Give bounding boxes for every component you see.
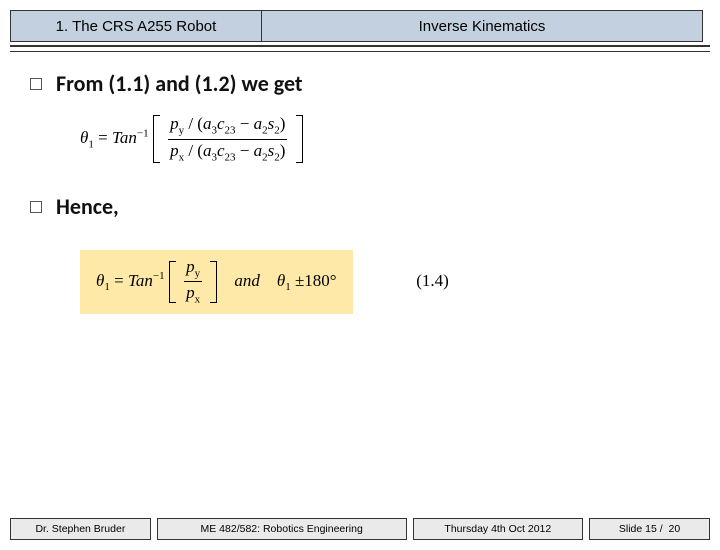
eq2-px: p — [186, 283, 195, 302]
footer-author: Dr. Stephen Bruder — [10, 518, 151, 540]
bullet-icon-2 — [30, 201, 42, 213]
eq1-minus1: − — [240, 114, 250, 133]
equation-2-highlight: θ1 = Tan−1 py px and θ1 ±180° — [80, 250, 353, 314]
eq2-ref: (1.4) — [416, 271, 449, 290]
header-right-box: Inverse Kinematics — [262, 10, 703, 42]
eq1-py: p — [170, 114, 179, 133]
eq2-pys: y — [195, 267, 201, 279]
eq2-py: p — [186, 257, 195, 276]
eq1-c23b: c — [217, 141, 225, 160]
footer-slide-b: 20 — [669, 523, 681, 535]
heading-2: Hence, — [56, 193, 119, 220]
footer-course: ME 482/582: Robotics Engineering — [157, 518, 407, 540]
eq1-s2sb: 2 — [274, 151, 280, 163]
header-left-text: 1. The CRS A255 Robot — [56, 18, 217, 35]
eq1-inv: −1 — [137, 127, 149, 139]
eq1-a2: a — [254, 114, 263, 133]
eq1-c23s: 23 — [225, 125, 236, 137]
eq1-px-sub: x — [179, 151, 185, 163]
eq2-theta2: θ — [277, 271, 285, 290]
header-right-text: Inverse Kinematics — [419, 18, 546, 35]
eq2-deg: 180° — [304, 271, 336, 290]
footer-slide-a: Slide 15 / — [619, 523, 663, 535]
eq2-inv: −1 — [153, 270, 165, 282]
equation-1: θ1 = Tan−1 py / (a3c23 − a2s2) px / (a3c… — [80, 115, 690, 163]
eq1-py-sub: y — [179, 125, 185, 137]
eq2-lbr — [169, 261, 176, 303]
heading-1: From (1.1) and (1.2) we get — [56, 70, 303, 97]
eq1-px: p — [170, 141, 179, 160]
eq1-frac: py / (a3c23 − a2s2) px / (a3c23 − a2s2) — [164, 115, 291, 163]
eq1-minus2: − — [240, 141, 250, 160]
equation-2-wrap: θ1 = Tan−1 py px and θ1 ±180° (1.4) — [80, 250, 690, 314]
footer-row: Dr. Stephen Bruder ME 482/582: Robotics … — [10, 518, 710, 540]
eq1-c23sb: 23 — [225, 151, 236, 163]
footer-slide: Slide 15 / 20 — [589, 518, 710, 540]
eq1-rbracket — [296, 115, 303, 163]
eq2-tan: Tan — [128, 271, 153, 290]
header-row: 1. The CRS A255 Robot Inverse Kinematics — [10, 10, 710, 42]
eq2-pm: ± — [295, 271, 304, 290]
eq1-theta-sub: 1 — [88, 138, 94, 150]
bullet-icon — [30, 78, 42, 90]
header-underline — [10, 45, 710, 52]
eq2-theta2s: 1 — [285, 281, 291, 293]
eq2-theta1s: 1 — [104, 281, 110, 293]
eq2-rbr — [210, 261, 217, 303]
eq2-pxs: x — [195, 294, 201, 306]
bullet-line-1: From (1.1) and (1.2) we get — [30, 70, 690, 97]
eq1-c23: c — [217, 114, 225, 133]
eq2-and: and — [234, 271, 260, 290]
content-area: From (1.1) and (1.2) we get θ1 = Tan−1 p… — [0, 52, 720, 314]
eq1-tan: Tan — [112, 128, 137, 147]
eq1-s2s: 2 — [274, 125, 280, 137]
eq1-lbracket — [153, 115, 160, 163]
footer-date: Thursday 4th Oct 2012 — [413, 518, 584, 540]
bullet-line-2: Hence, — [30, 193, 690, 220]
eq1-a2b: a — [254, 141, 263, 160]
header-left-box: 1. The CRS A255 Robot — [10, 10, 262, 42]
